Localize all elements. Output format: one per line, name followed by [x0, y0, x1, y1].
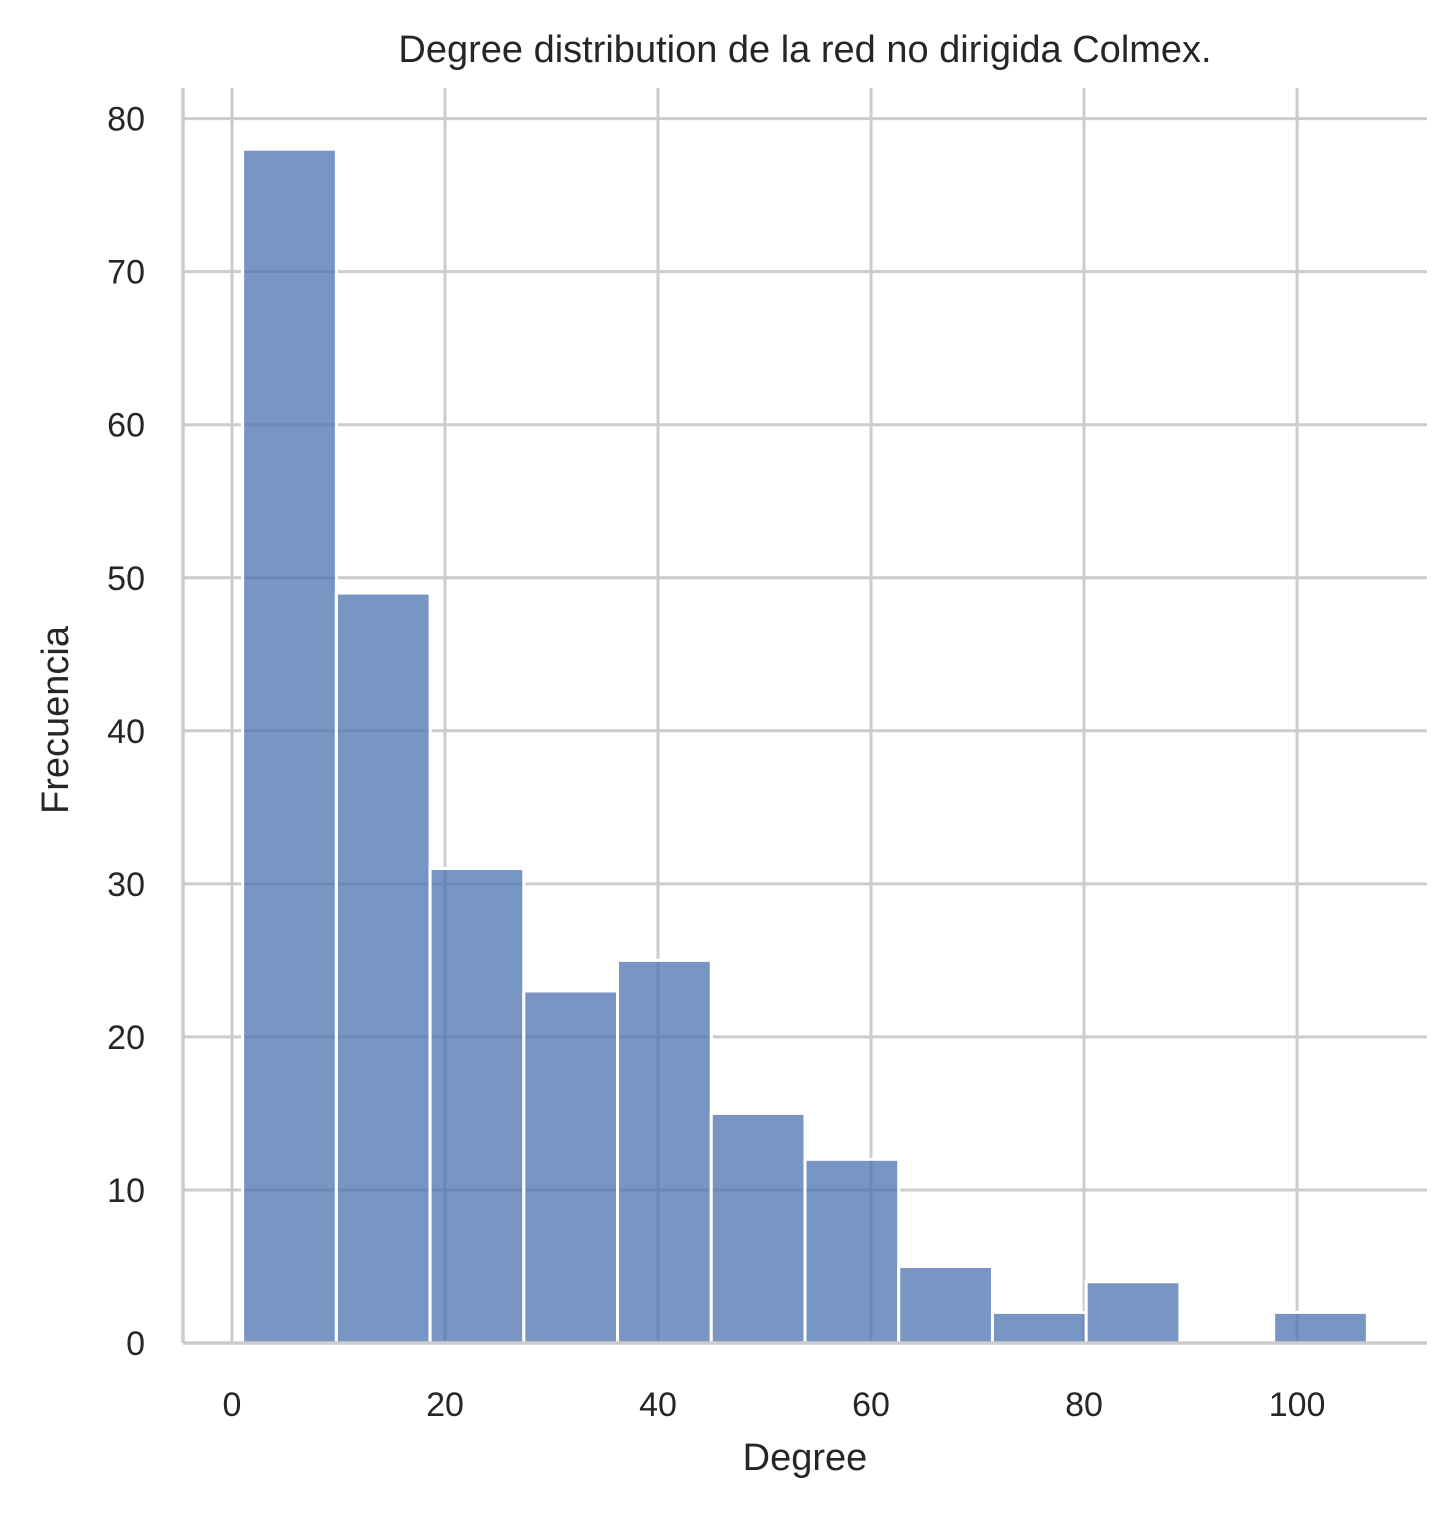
- histogram-bar: [803, 1157, 901, 1345]
- bars: [241, 147, 1369, 1345]
- histogram-bar: [334, 591, 432, 1345]
- x-tick-label: 0: [223, 1386, 242, 1424]
- x-tick-label: 40: [639, 1386, 677, 1424]
- x-tick-label: 60: [852, 1386, 890, 1424]
- x-tick-label: 100: [1269, 1386, 1326, 1424]
- y-tick-label: 30: [107, 866, 145, 904]
- histogram-bar: [616, 958, 713, 1345]
- x-tick-labels: 0 20 40 60 80 100: [223, 1386, 1326, 1424]
- histogram-bar: [522, 989, 620, 1345]
- histogram-bar: [709, 1111, 807, 1345]
- histogram-bar: [241, 147, 338, 1345]
- histogram-bar: [428, 867, 526, 1345]
- histogram-bar: [1272, 1310, 1369, 1345]
- y-tick-label: 80: [107, 101, 145, 139]
- y-tick-label: 70: [107, 254, 145, 292]
- x-tick-label: 20: [426, 1386, 464, 1424]
- chart-title: Degree distribution de la red no dirigid…: [398, 29, 1211, 71]
- y-tick-label: 50: [107, 560, 145, 598]
- x-axis-label: Degree: [743, 1437, 868, 1479]
- x-tick-label: 80: [1065, 1386, 1103, 1424]
- y-tick-label: 10: [107, 1172, 145, 1210]
- y-tick-label: 0: [126, 1325, 145, 1363]
- y-axis-label: Frecuencia: [35, 625, 77, 814]
- histogram-bar: [990, 1310, 1088, 1345]
- y-tick-label: 60: [107, 407, 145, 445]
- histogram-bar: [1084, 1280, 1182, 1345]
- y-tick-label: 20: [107, 1019, 145, 1057]
- grid: [183, 88, 1427, 1345]
- y-tick-labels: 0 10 20 30 40 50 60 70 80: [107, 101, 145, 1363]
- axis-spines: [181, 88, 1427, 1345]
- y-tick-label: 40: [107, 713, 145, 751]
- histogram-bar: [897, 1264, 994, 1345]
